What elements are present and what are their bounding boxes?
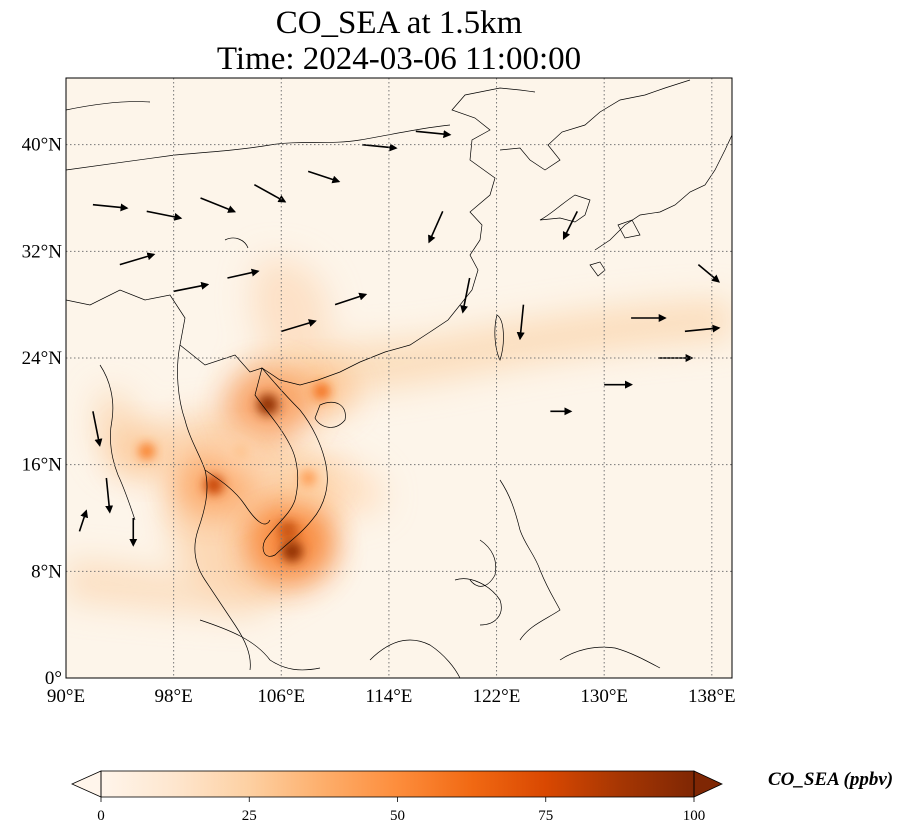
longitude-tick-label: 138°E [688, 686, 736, 707]
co-plume [280, 455, 336, 501]
map-content [66, 78, 732, 678]
wind-arrow [92, 203, 129, 212]
colorbar-tick-label: 100 [683, 808, 706, 824]
wind-arrow [334, 292, 368, 306]
wind-arrow [428, 211, 444, 244]
wind-arrow [361, 143, 398, 152]
colorbar-tick-label: 75 [538, 808, 553, 824]
co-plume [249, 516, 335, 587]
co-plume [116, 426, 178, 477]
wind-arrow [227, 268, 260, 279]
wind-arrow [697, 264, 720, 283]
wind-arrow [200, 197, 237, 213]
longitude-tick-label: 106°E [257, 686, 305, 707]
latitude-tick-label: 0° [45, 668, 62, 689]
colorbar-tick-label: 25 [242, 808, 257, 824]
wind-arrow [146, 210, 183, 221]
latitude-tick-label: 40°N [22, 135, 63, 156]
wind-arrow [562, 210, 578, 240]
wind-arrow [173, 281, 210, 293]
longitude-tick-label: 98°E [155, 686, 193, 707]
colorbar: 0 25 50 75 100 [71, 770, 723, 824]
latitude-tick-label: 16°N [22, 455, 63, 476]
longitude-tick-label: 130°E [580, 686, 628, 707]
wind-arrow [460, 277, 471, 314]
co-plume [217, 432, 264, 471]
co-plume [225, 369, 311, 440]
latitude-tick-label: 24°N [22, 348, 63, 369]
wind-arrow [307, 170, 341, 184]
colorbar-tick-label: 50 [390, 808, 405, 824]
colorbar-label: CO_SEA (ppbv) [768, 769, 894, 790]
longitude-tick-label: 90°E [47, 686, 85, 707]
longitude-ticks: 90°E 98°E 106°E 114°E 122°E 130°E 138°E [47, 686, 736, 707]
wind-arrow [415, 130, 452, 139]
wind-arrow [281, 319, 317, 333]
colorbar-ticks: 0 25 50 75 100 [97, 797, 705, 824]
longitude-tick-label: 122°E [473, 686, 521, 707]
latitude-ticks: 0° 8°N 16°N 24°N 32°N 40°N [22, 135, 63, 689]
coastlines [66, 79, 732, 678]
wind-arrow [92, 411, 103, 447]
chart-title: CO_SEA at 1.5km [275, 5, 523, 41]
wind-arrow [105, 477, 114, 514]
map-frame [65, 77, 733, 679]
latitude-tick-label: 32°N [22, 241, 63, 262]
wind-arrow [684, 324, 721, 333]
latitude-tick-label: 8°N [31, 561, 62, 582]
longitude-tick-label: 114°E [365, 686, 412, 707]
wind-arrow [516, 304, 525, 341]
chart-subtitle-time: Time: 2024-03-06 11:00:00 [216, 41, 582, 77]
colorbar-extend-low [71, 770, 102, 798]
co-plume-layer [116, 364, 354, 587]
wind-arrow [119, 252, 156, 266]
colorbar-tick-label: 0 [97, 808, 105, 824]
gridlines [66, 78, 732, 678]
colorbar-extend-high [693, 770, 723, 798]
wind-arrow [78, 509, 89, 532]
colorbar-gradient [101, 771, 694, 797]
wind-arrow [253, 183, 287, 203]
